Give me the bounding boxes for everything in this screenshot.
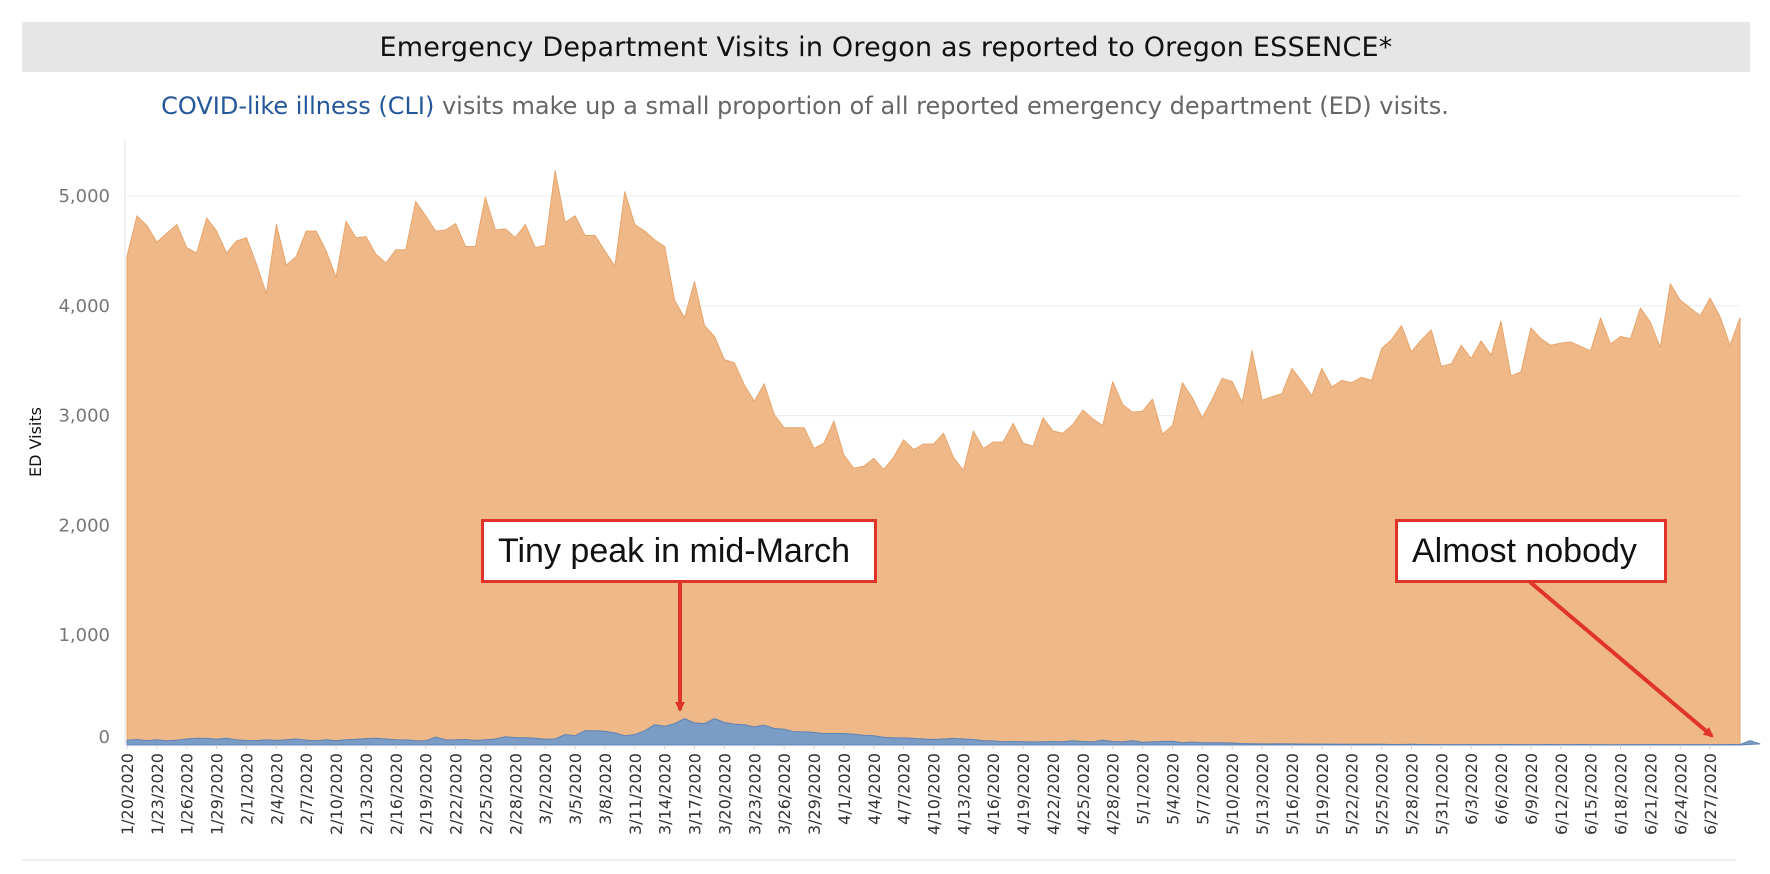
x-tick-label: 3/17/2020 (686, 753, 705, 835)
peak-annotation: Tiny peak in mid-March (481, 519, 877, 583)
y-axis-label: ED Visits (26, 407, 45, 477)
y-tick-label: 2,000 (58, 515, 110, 536)
x-tick-label: 2/22/2020 (447, 753, 466, 835)
x-tick-label: 4/25/2020 (1074, 753, 1093, 835)
x-tick-label: 2/4/2020 (267, 753, 286, 825)
x-tick-label: 4/28/2020 (1104, 753, 1123, 835)
x-tick-label: 2/19/2020 (417, 753, 436, 835)
x-tick-label: 6/18/2020 (1612, 753, 1631, 835)
x-tick-label: 3/14/2020 (656, 753, 675, 835)
x-tick-label: 3/5/2020 (566, 753, 585, 825)
x-tick-label: 3/2/2020 (536, 753, 555, 825)
x-tick-label: 1/26/2020 (178, 753, 197, 835)
x-tick-label: 5/10/2020 (1223, 753, 1242, 835)
y-tick-label: 0 (99, 727, 110, 748)
x-tick-label: 3/29/2020 (805, 753, 824, 835)
x-tick-label: 4/22/2020 (1044, 753, 1063, 835)
x-tick-label: 2/16/2020 (387, 753, 406, 835)
cli-visits-area (126, 718, 1761, 746)
y-tick-label: 4,000 (58, 296, 110, 317)
subtitle-cli-highlight: COVID-like illness (CLI) (161, 92, 435, 120)
x-tick-label: 4/7/2020 (895, 753, 914, 825)
chart-subtitle: COVID-like illness (CLI) visits make up … (0, 92, 1610, 120)
nobody-annotation: Almost nobody (1395, 519, 1667, 583)
x-tick-label: 6/24/2020 (1671, 753, 1690, 835)
y-tick-label: 1,000 (58, 625, 110, 646)
x-tick-label: 6/3/2020 (1462, 753, 1481, 825)
x-tick-label: 2/25/2020 (476, 753, 495, 835)
ed-visits-area (126, 170, 1741, 746)
x-tick-label: 5/13/2020 (1253, 753, 1272, 835)
y-axis-ticks: 0 1,000 2,000 3,000 4,000 5,000 (58, 186, 110, 748)
peak-annotation-text: Tiny peak in mid-March (498, 531, 851, 570)
x-tick-label: 6/15/2020 (1582, 753, 1601, 835)
x-tick-label: 4/1/2020 (835, 753, 854, 825)
x-tick-label: 5/16/2020 (1283, 753, 1302, 835)
x-tick-label: 2/28/2020 (506, 753, 525, 835)
x-tick-label: 1/29/2020 (208, 753, 227, 835)
x-tick-label: 5/7/2020 (1193, 753, 1212, 825)
x-tick-label: 2/10/2020 (327, 753, 346, 835)
x-tick-label: 4/16/2020 (984, 753, 1003, 835)
y-tick-label: 3,000 (58, 406, 110, 427)
x-tick-label: 2/13/2020 (357, 753, 376, 835)
x-tick-label: 5/19/2020 (1313, 753, 1332, 835)
x-tick-label: 6/21/2020 (1641, 753, 1660, 835)
nobody-arrow (1528, 580, 1714, 738)
x-tick-label: 6/12/2020 (1552, 753, 1571, 835)
x-tick-label: 3/8/2020 (596, 753, 615, 825)
x-tick-label: 6/9/2020 (1522, 753, 1541, 825)
x-tick-label: 3/20/2020 (715, 753, 734, 835)
x-tick-label: 4/13/2020 (954, 753, 973, 835)
chart-title-bar: Emergency Department Visits in Oregon as… (22, 22, 1750, 72)
x-tick-label: 2/7/2020 (297, 753, 316, 825)
subtitle-rest: visits make up a small proportion of all… (434, 92, 1449, 120)
x-tick-label: 3/11/2020 (626, 753, 645, 835)
chart-title: Emergency Department Visits in Oregon as… (379, 31, 1393, 63)
x-tick-label: 5/4/2020 (1164, 753, 1183, 825)
x-tick-label: 1/23/2020 (148, 753, 167, 835)
x-tick-label: 5/31/2020 (1432, 753, 1451, 835)
x-tick-label: 2/1/2020 (238, 753, 257, 825)
x-tick-label: 5/28/2020 (1402, 753, 1421, 835)
x-tick-label: 6/27/2020 (1701, 753, 1720, 835)
x-tick-label: 6/6/2020 (1492, 753, 1511, 825)
x-tick-label: 4/19/2020 (1014, 753, 1033, 835)
x-tick-label: 4/4/2020 (865, 753, 884, 825)
x-axis-ticks: 1/20/2020 1/23/2020 1/26/2020 1/29/2020 2/1/… (118, 745, 1720, 835)
x-tick-label: 5/22/2020 (1343, 753, 1362, 835)
x-tick-label: 3/26/2020 (775, 753, 794, 835)
x-tick-label: 5/25/2020 (1373, 753, 1392, 835)
x-tick-label: 1/20/2020 (118, 753, 137, 835)
x-tick-label: 3/23/2020 (745, 753, 764, 835)
y-tick-label: 5,000 (58, 186, 110, 207)
x-tick-label: 5/1/2020 (1134, 753, 1153, 825)
x-tick-label: 4/10/2020 (925, 753, 944, 835)
nobody-annotation-text: Almost nobody (1412, 531, 1637, 570)
